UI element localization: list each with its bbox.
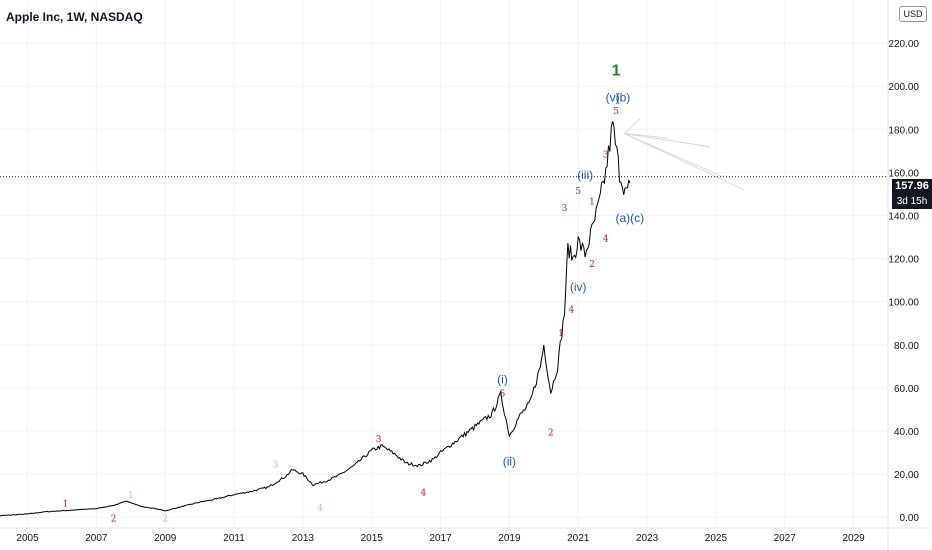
wave-labels: 12123434(i)5(ii)2143(iv)25(iii)1435(v)(b… bbox=[63, 62, 645, 524]
x-tick-label: 2019 bbox=[498, 533, 521, 544]
y-axis[interactable]: 0.00 20.00 40.00 60.00 80.00 100.00 120.00 140.… bbox=[888, 39, 919, 524]
y-tick-label: 160.00 bbox=[888, 168, 919, 179]
wave-label: 1 bbox=[63, 499, 69, 509]
wave-label: 3 bbox=[376, 435, 382, 445]
x-tick-label: 2023 bbox=[636, 533, 659, 544]
y-tick-label: 180.00 bbox=[888, 125, 919, 136]
x-tick-label: 2011 bbox=[223, 533, 245, 544]
price-series bbox=[0, 121, 631, 517]
x-tick-label: 2017 bbox=[429, 533, 452, 544]
wave-label: 1 bbox=[128, 491, 134, 501]
wave-label: 1 bbox=[558, 329, 564, 339]
y-tick-label: 140.00 bbox=[888, 212, 919, 223]
wave-label: 5 bbox=[500, 390, 506, 400]
x-tick-label: 2015 bbox=[361, 533, 384, 544]
wave-label: 2 bbox=[589, 260, 595, 270]
y-tick-label: 100.00 bbox=[888, 298, 919, 309]
x-tick-label: 2005 bbox=[16, 533, 39, 544]
y-tick-label: 200.00 bbox=[888, 82, 919, 93]
currency-button[interactable]: USD bbox=[899, 6, 927, 22]
bar-countdown: 3d 15h bbox=[896, 196, 928, 207]
x-tick-label: 2021 bbox=[567, 533, 590, 544]
projection-line bbox=[624, 133, 710, 147]
wave-label: (ii) bbox=[503, 455, 516, 469]
wave-label: 3 bbox=[272, 461, 278, 471]
chart-title: Apple Inc, 1W, NASDAQ bbox=[6, 10, 143, 24]
x-tick-label: 2013 bbox=[292, 533, 315, 544]
price-line bbox=[0, 121, 631, 517]
wave-label: 1 bbox=[612, 62, 621, 79]
projection-line bbox=[624, 133, 744, 191]
wave-label: 4 bbox=[317, 504, 323, 514]
y-tick-label: 220.00 bbox=[888, 39, 919, 50]
y-tick-label: 80.00 bbox=[894, 341, 919, 352]
wave-label: 3 bbox=[603, 150, 609, 160]
wave-label: (v) bbox=[606, 90, 620, 104]
x-tick-label: 2007 bbox=[85, 533, 108, 544]
wave-label: 2 bbox=[548, 428, 554, 438]
wave-label: (a)(c) bbox=[616, 211, 645, 225]
x-tick-label: 2027 bbox=[774, 533, 797, 544]
wave-label: 4 bbox=[568, 305, 574, 315]
x-tick-label: 2029 bbox=[842, 533, 865, 544]
last-price-value: 157.96 bbox=[895, 180, 929, 192]
wave-label: (i) bbox=[497, 373, 508, 387]
projection-line bbox=[624, 133, 668, 139]
wave-label: (b) bbox=[616, 90, 631, 104]
wave-label: (iii) bbox=[577, 168, 593, 182]
x-tick-label: 2025 bbox=[705, 533, 728, 544]
y-tick-label: 120.00 bbox=[888, 255, 919, 266]
last-price-badge: 157.96 3d 15h bbox=[892, 179, 932, 209]
wave-label: 4 bbox=[420, 489, 426, 499]
wave-label: 4 bbox=[603, 234, 609, 244]
projection-line bbox=[624, 133, 723, 178]
wave-label: 1 bbox=[589, 198, 595, 208]
projection-fan bbox=[624, 118, 744, 191]
wave-label: 5 bbox=[575, 187, 581, 197]
wave-label: 5 bbox=[613, 107, 619, 117]
y-tick-label: 40.00 bbox=[894, 427, 919, 438]
wave-label: 2 bbox=[162, 515, 168, 525]
wave-label: 2 bbox=[111, 515, 117, 525]
y-tick-label: 0.00 bbox=[900, 513, 920, 524]
x-tick-label: 2009 bbox=[154, 533, 177, 544]
y-tick-label: 20.00 bbox=[894, 470, 919, 481]
y-tick-label: 60.00 bbox=[894, 384, 919, 395]
wave-label: (iv) bbox=[570, 280, 587, 294]
projection-line bbox=[624, 118, 641, 134]
wave-label: 3 bbox=[562, 204, 568, 214]
x-axis[interactable]: 2005 2007 2009 2011 2013 2015 2017 2019 2021 2023… bbox=[16, 533, 865, 544]
